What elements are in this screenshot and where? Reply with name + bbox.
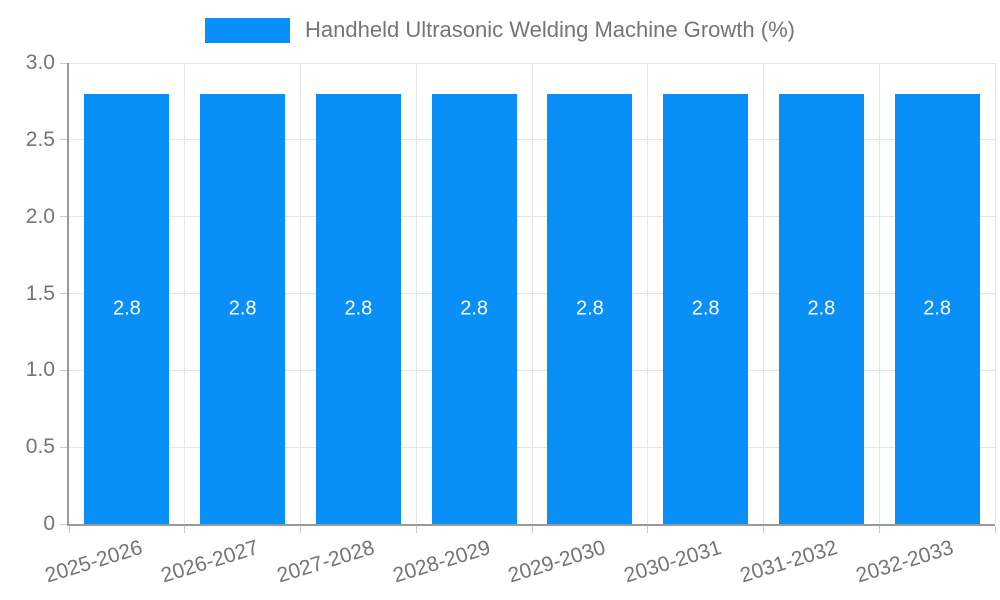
gridline-vertical bbox=[994, 63, 996, 524]
y-tick-label: 3.0 bbox=[25, 51, 55, 74]
x-tick-label: 2032-2033 bbox=[853, 536, 956, 588]
x-tick-label: 2030-2031 bbox=[621, 536, 725, 588]
gridline-vertical bbox=[415, 63, 417, 524]
gridline-vertical bbox=[647, 63, 649, 524]
x-tick-label: 2027-2028 bbox=[274, 536, 378, 588]
bar[interactable] bbox=[84, 93, 170, 524]
legend[interactable]: Handheld Ultrasonic Welding Machine Grow… bbox=[0, 17, 1000, 43]
x-tick-label: 2028-2029 bbox=[390, 536, 493, 588]
bar[interactable] bbox=[778, 93, 864, 524]
y-tick-mark bbox=[60, 293, 67, 294]
y-tick-mark bbox=[60, 139, 67, 141]
bar[interactable] bbox=[894, 93, 980, 524]
x-tick-mark bbox=[184, 526, 186, 533]
gridline-vertical bbox=[300, 63, 301, 524]
bar[interactable] bbox=[431, 93, 517, 524]
x-tick-label: 2031-2032 bbox=[737, 536, 841, 588]
x-tick-mark bbox=[878, 526, 880, 533]
x-tick-mark bbox=[531, 526, 533, 533]
bar[interactable] bbox=[315, 93, 401, 524]
y-axis-line bbox=[67, 63, 69, 526]
gridline-vertical bbox=[184, 63, 186, 524]
y-tick-mark bbox=[60, 446, 67, 448]
x-tick-mark bbox=[647, 526, 649, 533]
x-tick-mark bbox=[68, 526, 70, 533]
x-tick-mark bbox=[994, 526, 996, 533]
y-tick-mark bbox=[60, 216, 67, 218]
y-tick-label: 2.5 bbox=[25, 127, 55, 151]
y-tick-mark bbox=[60, 62, 67, 64]
legend-swatch bbox=[205, 17, 291, 43]
gridline-vertical bbox=[531, 63, 533, 524]
gridline-vertical bbox=[878, 63, 880, 524]
bar[interactable] bbox=[663, 93, 749, 524]
y-tick-label: 0 bbox=[43, 512, 55, 535]
y-tick-label: 1.5 bbox=[25, 281, 55, 305]
y-tick-mark bbox=[60, 523, 67, 525]
y-tick-label: 1.0 bbox=[25, 358, 55, 382]
x-tick-label: 2025-2026 bbox=[42, 536, 146, 588]
gridline-vertical bbox=[763, 63, 764, 524]
y-tick-label: 2.0 bbox=[25, 204, 55, 228]
bar[interactable] bbox=[547, 93, 633, 524]
legend-label: Handheld Ultrasonic Welding Machine Grow… bbox=[305, 17, 795, 42]
y-tick-label: 0.5 bbox=[25, 435, 55, 459]
x-tick-mark bbox=[300, 526, 301, 533]
x-tick-mark bbox=[763, 526, 764, 533]
x-tick-label: 2029-2030 bbox=[505, 536, 609, 588]
y-tick-mark bbox=[60, 369, 67, 371]
x-tick-label: 2026-2027 bbox=[158, 536, 262, 588]
x-axis-line bbox=[67, 524, 995, 526]
bar[interactable] bbox=[200, 93, 286, 524]
x-tick-mark bbox=[415, 526, 417, 533]
